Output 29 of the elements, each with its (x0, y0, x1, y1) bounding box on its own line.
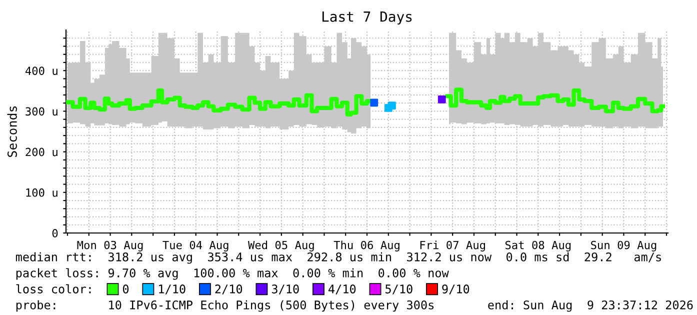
legend-label: 1/10 (159, 284, 186, 294)
text: packet loss: 9.70 % avg 100.00 % max 0.00 % min 0.00 % now (16, 268, 449, 280)
y-tick-label: 200 u (26, 148, 58, 156)
x-tick-label: Thu 06 Aug (334, 240, 400, 252)
x-tick-label: Fri 07 Aug (420, 240, 485, 252)
legend-label: 0 (122, 284, 129, 294)
x-tick-label: Sat 08 Aug (505, 240, 571, 252)
point (438, 95, 446, 104)
legend-label: 5/10 (386, 284, 412, 294)
x-tick-label: Tue 04 Aug (162, 240, 228, 252)
text: probe: 10 IPv6-ICMP Echo Pings (500 Bytes) every 300s (16, 300, 434, 312)
chart-title: Last 7 Days (322, 12, 412, 25)
x-tick-label: Sun 09 Aug (591, 240, 656, 252)
y-tick-label: 0 (52, 229, 58, 238)
y-tick-label: 300 u (26, 107, 58, 116)
legend-label: 3/10 (272, 284, 299, 294)
legend-label: 9/10 (442, 284, 470, 294)
x-tick-label: Wed 05 Aug (248, 240, 314, 252)
x-tick-label: Mon 03 Aug (77, 240, 143, 252)
text: end: Sun Aug 9 23:37:12 2026 (488, 300, 693, 312)
y-tick-label: 100 u (26, 188, 58, 197)
point (388, 102, 396, 110)
legend-title: loss color: (16, 284, 91, 294)
text: median rtt: 318.2 us avg 353.4 us max 292.8 us min 312.2 us now 0.0 ms sd 29.2 am/s (16, 252, 661, 264)
y-tick-label: 400 u (25, 66, 58, 76)
point (370, 98, 378, 107)
legend-label: 2/10 (215, 284, 242, 294)
legend-label: 4/10 (328, 284, 356, 294)
y-axis-title: Seconds (7, 106, 17, 157)
